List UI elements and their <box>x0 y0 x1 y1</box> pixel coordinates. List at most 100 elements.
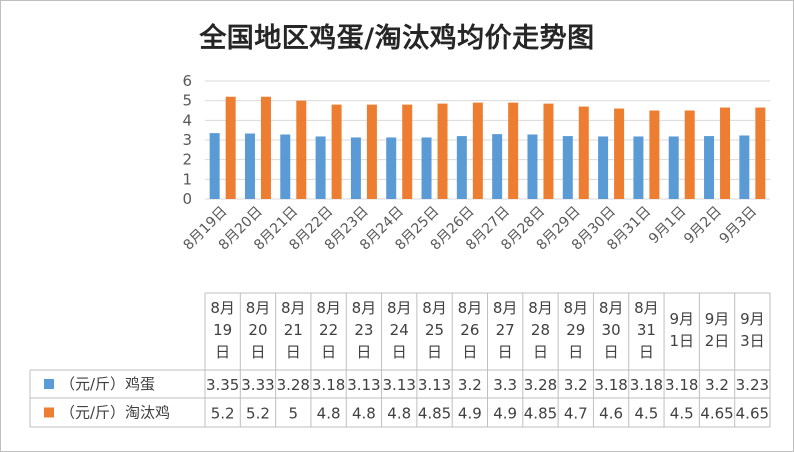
table-value-cell: 3.35 <box>206 376 239 394</box>
table-header-cell: 3日 <box>740 332 765 350</box>
table-value-cell: 3.2 <box>705 376 729 394</box>
egg-row-label: （元/斤）鸡蛋 <box>60 375 155 393</box>
egg-bar <box>668 136 679 199</box>
table-value-cell: 3.13 <box>383 376 416 394</box>
table-value-cell: 4.9 <box>493 405 517 423</box>
hen-bar <box>437 103 448 199</box>
table-value-cell: 3.18 <box>312 376 345 394</box>
egg-bar <box>633 136 644 199</box>
y-tick-label: 5 <box>182 92 192 110</box>
hen-bar <box>755 107 766 199</box>
egg-bar <box>739 135 750 199</box>
table-value-cell: 4.85 <box>524 405 557 423</box>
table-header-cell: 日 <box>639 343 654 361</box>
table-header-cell: 日 <box>321 343 336 361</box>
egg-bar <box>244 133 255 199</box>
table-header-cell: 8月 <box>564 299 589 317</box>
hen-bar <box>649 110 660 199</box>
hen-bar <box>720 107 731 199</box>
egg-bar <box>209 133 220 199</box>
table-value-cell: 3.2 <box>458 376 482 394</box>
chart-title: 全国地区鸡蛋/淘汰鸡均价走势图 <box>199 23 595 54</box>
table-value-cell: 3.2 <box>564 376 588 394</box>
hen-bar <box>578 106 589 199</box>
egg-bar <box>456 136 467 199</box>
egg-bar <box>315 136 326 199</box>
egg-bar <box>280 134 291 199</box>
x-tick-label: 9月3日 <box>716 204 760 248</box>
table-header-cell: 27 <box>496 321 515 339</box>
table-value-cell: 3.28 <box>524 376 557 394</box>
hen-bar <box>614 108 625 199</box>
table-header-cell: 23 <box>354 321 373 339</box>
table-value-cell: 3.23 <box>736 376 769 394</box>
table-header-cell: 30 <box>602 321 621 339</box>
hen-bar <box>225 96 236 199</box>
table-value-cell: 4.65 <box>736 405 769 423</box>
table-header-cell: 日 <box>392 343 407 361</box>
table-header-cell: 8月 <box>493 299 518 317</box>
table-header-cell: 8月 <box>246 299 271 317</box>
table-header-cell: 日 <box>356 343 371 361</box>
table-value-cell: 4.85 <box>418 405 451 423</box>
egg-bar <box>386 137 397 199</box>
table-header-cell: 26 <box>460 321 479 339</box>
table-header-cell: 日 <box>498 343 513 361</box>
egg-bar <box>704 136 715 199</box>
hen-bar <box>260 96 271 199</box>
table-value-cell: 4.5 <box>670 405 694 423</box>
hen-bar <box>366 104 377 199</box>
egg-legend-key <box>44 379 54 389</box>
table-header-cell: 8月 <box>634 299 659 317</box>
table-header-cell: 9月 <box>669 310 694 328</box>
y-tick-label: 0 <box>182 190 192 208</box>
table-header-cell: 2日 <box>705 332 730 350</box>
table-header-cell: 日 <box>604 343 619 361</box>
hen-bar <box>402 104 413 199</box>
table-header-cell: 8月 <box>422 299 447 317</box>
y-tick-label: 2 <box>182 151 192 169</box>
table-value-cell: 5.2 <box>246 405 270 423</box>
table-value-cell: 4.9 <box>458 405 482 423</box>
hen-bar <box>543 103 554 199</box>
table-value-cell: 3.33 <box>241 376 274 394</box>
hen-row-label: （元/斤）淘汰鸡 <box>60 404 170 422</box>
table-header-cell: 9月 <box>740 310 765 328</box>
egg-bar <box>598 136 609 199</box>
y-tick-label: 1 <box>182 170 192 188</box>
hen-bar <box>472 102 483 199</box>
table-header-cell: 24 <box>390 321 409 339</box>
egg-bar <box>492 134 503 199</box>
table-header-cell: 日 <box>568 343 583 361</box>
table-value-cell: 5.2 <box>211 405 235 423</box>
table-value-cell: 4.8 <box>352 405 376 423</box>
table-header-cell: 20 <box>248 321 267 339</box>
table-header-cell: 日 <box>533 343 548 361</box>
table-value-cell: 3.28 <box>277 376 310 394</box>
y-tick-label: 4 <box>182 111 192 129</box>
table-header-cell: 日 <box>462 343 477 361</box>
hen-bar <box>331 104 342 199</box>
table-value-cell: 4.7 <box>564 405 588 423</box>
table-header-cell: 8月 <box>458 299 483 317</box>
table-header-cell: 8月 <box>528 299 553 317</box>
table-header-cell: 22 <box>319 321 338 339</box>
table-value-cell: 3.18 <box>630 376 663 394</box>
table-header-cell: 31 <box>637 321 656 339</box>
table-header-cell: 日 <box>215 343 230 361</box>
table-value-cell: 3.3 <box>493 376 517 394</box>
egg-bar <box>562 136 573 199</box>
y-tick-label: 3 <box>182 131 192 149</box>
table-header-cell: 8月 <box>352 299 377 317</box>
table-header-cell: 1日 <box>669 332 694 350</box>
table-header-cell: 8月 <box>387 299 412 317</box>
egg-bar <box>421 137 432 199</box>
table-header-cell: 28 <box>531 321 550 339</box>
table-header-cell: 8月 <box>281 299 306 317</box>
table-header-cell: 日 <box>250 343 265 361</box>
table-value-cell: 4.8 <box>387 405 411 423</box>
table-header-cell: 日 <box>286 343 301 361</box>
table-value-cell: 3.18 <box>594 376 627 394</box>
